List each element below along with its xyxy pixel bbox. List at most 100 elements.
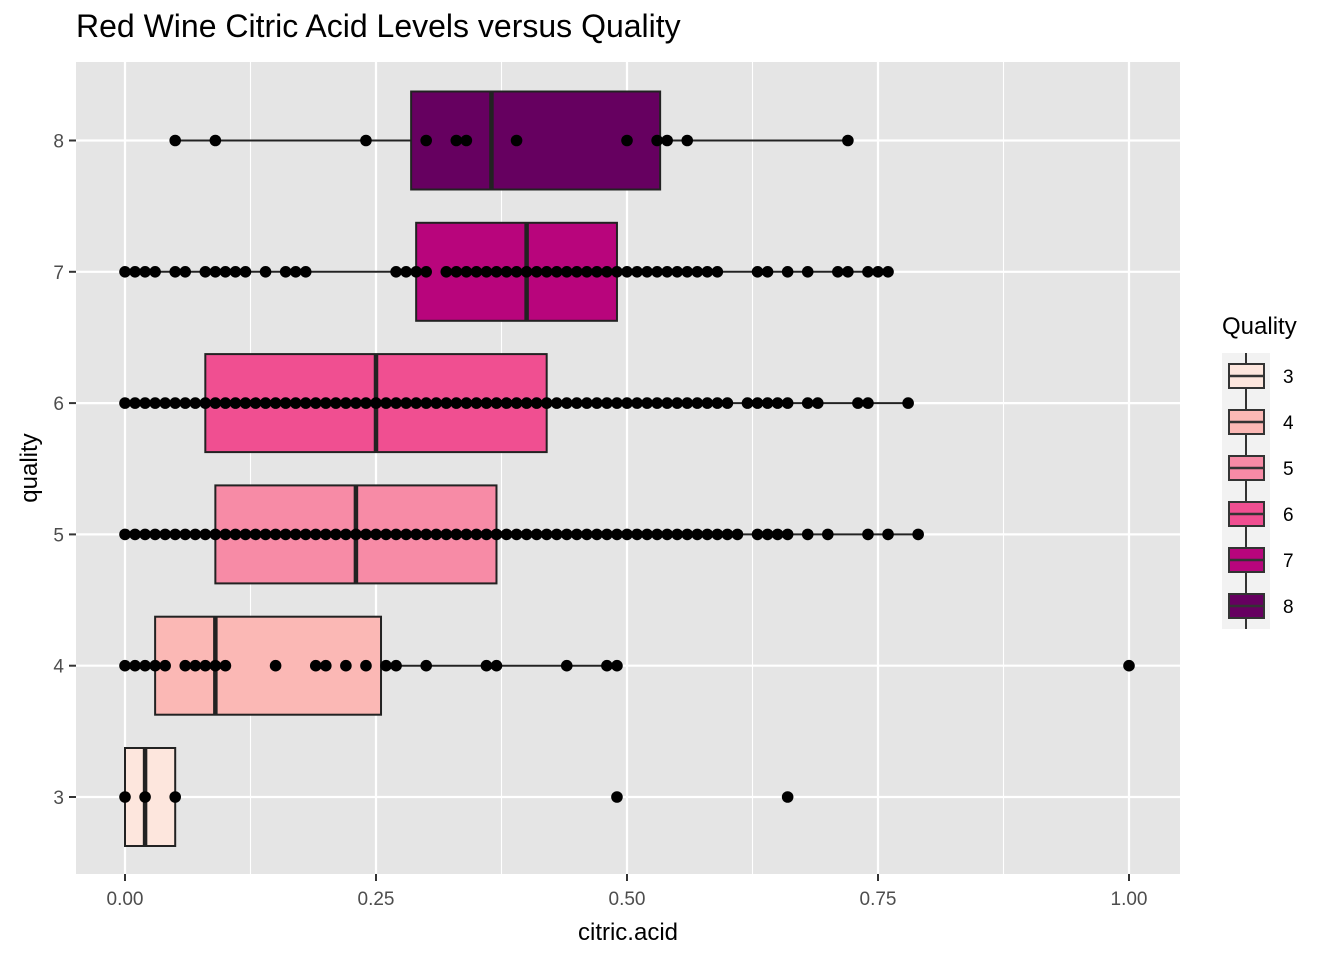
point-4 (269, 659, 282, 672)
point-7 (169, 266, 181, 278)
chart-title: Red Wine Citric Acid Levels versus Quali… (76, 8, 681, 44)
point-4 (560, 659, 573, 672)
point-5 (731, 528, 744, 541)
point-6 (480, 397, 493, 409)
point-5 (691, 528, 704, 541)
point-6 (771, 397, 784, 409)
point-6 (289, 397, 302, 409)
point-5 (480, 528, 493, 541)
point-7 (671, 266, 683, 278)
point-7 (872, 266, 884, 278)
point-5 (651, 528, 663, 541)
point-7 (781, 266, 794, 278)
point-7 (761, 266, 774, 278)
point-7 (862, 266, 874, 278)
point-6 (450, 397, 463, 409)
point-6 (601, 397, 613, 409)
point-7 (550, 266, 563, 278)
point-6 (259, 397, 272, 409)
point-5 (360, 528, 372, 541)
point-5 (199, 528, 212, 541)
point-6 (661, 397, 673, 409)
point-6 (811, 397, 824, 409)
point-5 (761, 528, 774, 541)
legend-label-5: 5 (1283, 459, 1294, 480)
point-5 (530, 528, 543, 541)
point-6 (410, 397, 422, 409)
point-7 (450, 266, 463, 278)
point-6 (751, 397, 764, 409)
point-6 (621, 397, 633, 409)
point-8 (209, 134, 222, 147)
point-6 (390, 397, 402, 409)
point-5 (320, 528, 332, 541)
point-5 (822, 528, 834, 541)
point-5 (540, 528, 553, 541)
point-6 (440, 397, 453, 409)
point-5 (440, 528, 453, 541)
legend-label-6: 6 (1283, 505, 1294, 526)
point-6 (420, 397, 433, 409)
legend-title: Quality (1222, 313, 1297, 340)
point-6 (701, 397, 714, 409)
point-6 (149, 397, 161, 409)
point-5 (571, 528, 583, 541)
point-5 (330, 528, 342, 541)
point-5 (239, 528, 252, 541)
point-8 (360, 134, 372, 147)
point-6 (209, 397, 222, 409)
point-7 (801, 266, 814, 278)
point-6 (179, 397, 192, 409)
point-4 (129, 659, 141, 672)
point-5 (721, 528, 734, 541)
point-7 (691, 266, 704, 278)
point-6 (380, 397, 392, 409)
point-layer (119, 134, 1135, 803)
point-5 (430, 528, 443, 541)
x-tick-label: 0.25 (358, 889, 395, 910)
point-6 (269, 397, 282, 409)
point-6 (239, 397, 252, 409)
point-4 (490, 659, 503, 672)
point-5 (681, 528, 694, 541)
point-6 (761, 397, 774, 409)
point-6 (340, 397, 352, 409)
point-4 (360, 659, 372, 672)
y-tick-label: 5 (53, 525, 64, 546)
point-6 (199, 397, 212, 409)
point-7 (661, 266, 673, 278)
point-7 (520, 266, 533, 278)
point-5 (560, 528, 573, 541)
point-6 (681, 397, 694, 409)
point-7 (751, 266, 764, 278)
point-7 (611, 266, 623, 278)
x-axis: 0.00 0.25 0.50 0.75 1.00 (107, 874, 1147, 910)
point-4 (320, 659, 332, 672)
point-5 (380, 528, 392, 541)
point-4 (480, 659, 493, 672)
point-7 (480, 266, 493, 278)
point-5 (611, 528, 623, 541)
point-6 (520, 397, 533, 409)
grid-minor (249, 62, 1005, 874)
point-7 (390, 266, 402, 278)
point-5 (340, 528, 352, 541)
x-axis-title: citric.acid (578, 919, 678, 946)
point-7 (119, 266, 131, 278)
point-7 (560, 266, 573, 278)
point-5 (862, 528, 874, 541)
point-5 (370, 528, 382, 541)
point-7 (149, 266, 161, 278)
point-7 (209, 266, 222, 278)
point-4 (390, 659, 402, 672)
point-6 (360, 397, 372, 409)
point-7 (530, 266, 543, 278)
point-7 (510, 266, 523, 278)
point-5 (390, 528, 402, 541)
point-6 (611, 397, 623, 409)
point-6 (560, 397, 573, 409)
point-5 (470, 528, 483, 541)
point-7 (701, 266, 714, 278)
point-5 (420, 528, 433, 541)
